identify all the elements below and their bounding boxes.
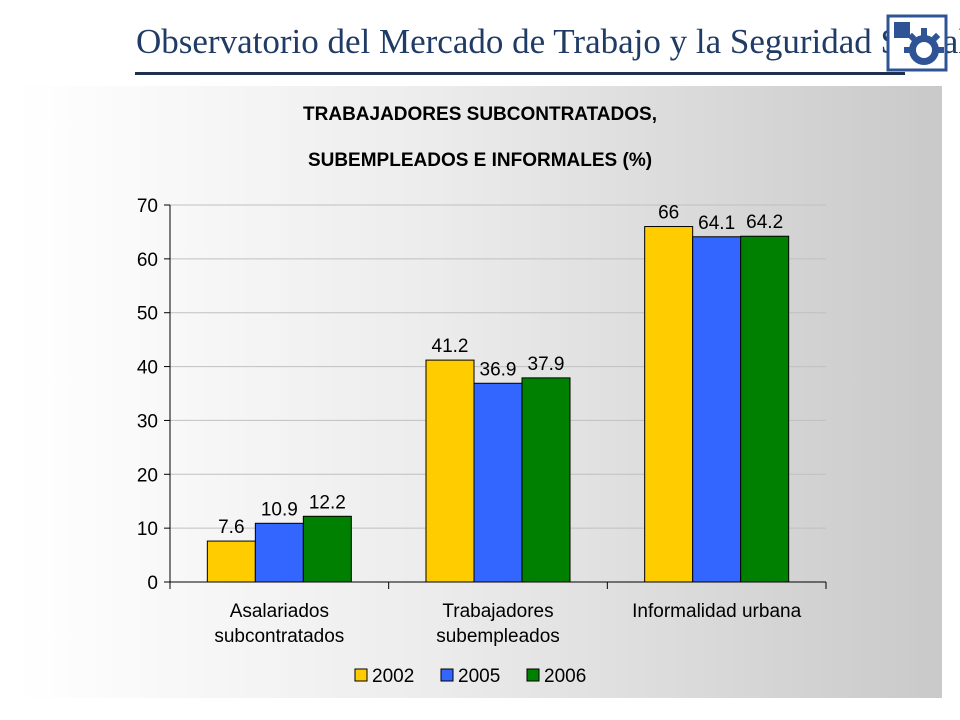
data-label: 66 [658,203,679,224]
y-tick-label: 10 [137,519,158,540]
data-label: 12.2 [309,492,346,513]
bar [692,236,742,583]
bar [644,226,694,583]
legend-label: 2006 [544,666,586,687]
legend-label: 2005 [458,666,500,687]
y-tick-label: 20 [137,465,158,486]
bar [302,515,352,583]
legend-swatch [440,668,454,682]
category-label: subcontratados [214,626,344,647]
header-divider [135,72,905,75]
header-title: Observatorio del Mercado de Trabajo y la… [136,22,960,61]
legend-swatch [526,668,540,682]
gear-icon [886,14,948,72]
legend-swatch [354,668,368,682]
data-label: 41.2 [432,336,469,357]
data-label: 64.2 [746,212,783,233]
bar [740,235,790,583]
y-tick-label: 30 [137,411,158,432]
bar [254,522,304,583]
y-tick-label: 40 [137,358,158,379]
chart-subtitle: SUBEMPLEADOS E INFORMALES (%) [307,150,653,171]
data-label: 36.9 [480,359,517,380]
data-label: 64.1 [698,213,735,234]
category-label: subempleados [436,626,560,647]
legend-label: 2002 [372,666,414,687]
category-label: Trabajadores [442,601,553,622]
y-tick-label: 50 [137,304,158,325]
bar [206,540,256,583]
bar [425,359,475,583]
data-label: 7.6 [218,517,244,538]
chart-title: TRABAJADORES SUBCONTRATADOS, [303,104,657,125]
bar [473,382,523,583]
category-label: Asalariados [230,601,329,622]
bar [521,377,571,583]
y-tick-label: 0 [147,573,158,594]
y-tick-label: 70 [137,196,158,217]
category-label: Informalidad urbana [632,601,801,622]
data-label: 37.9 [528,354,565,375]
y-tick-label: 60 [137,250,158,271]
data-label: 10.9 [261,499,298,520]
